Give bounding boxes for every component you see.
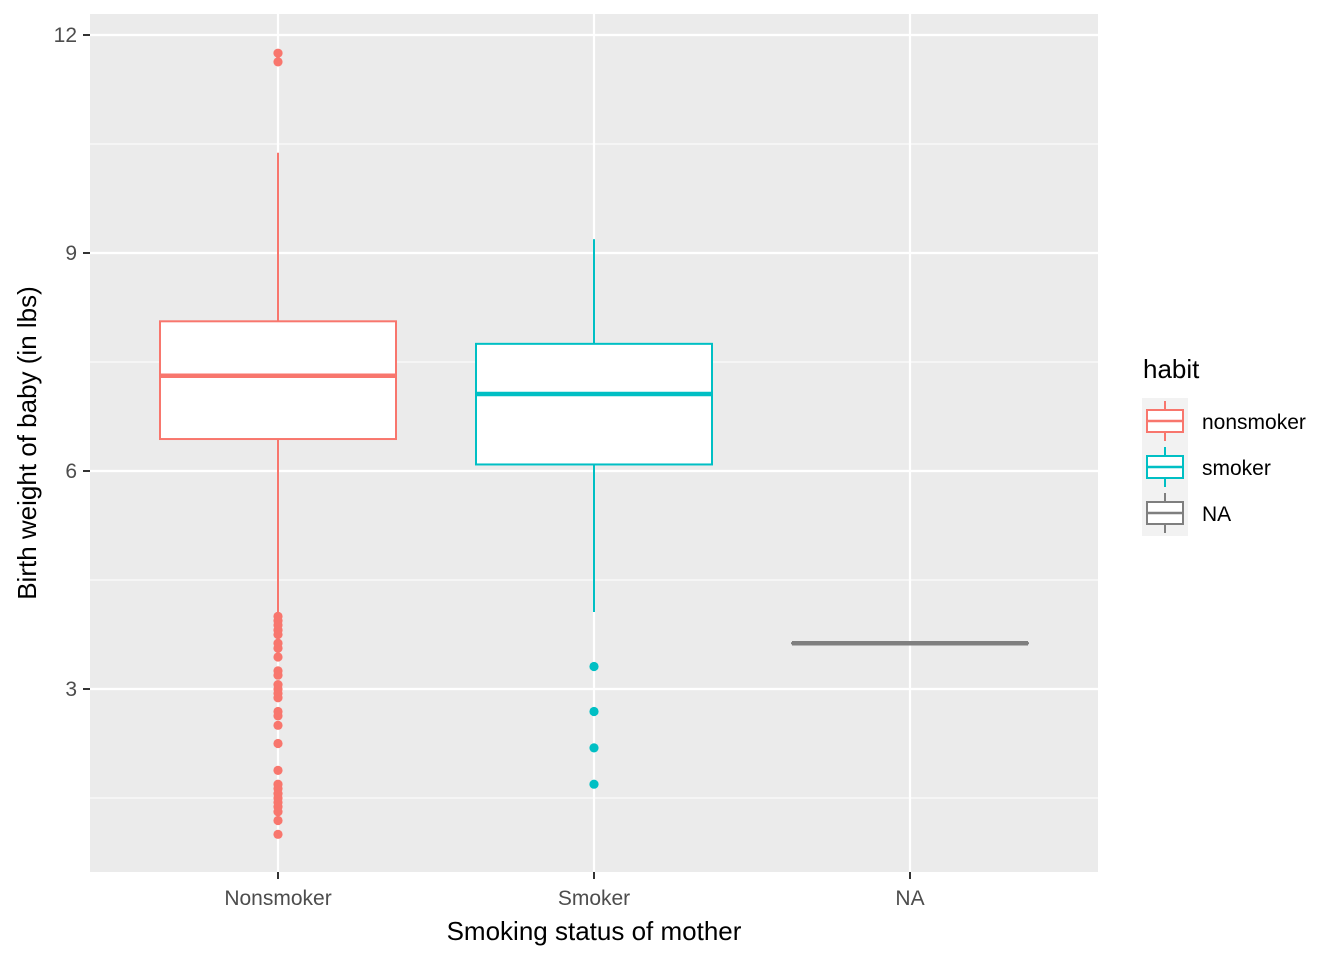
x-axis: Nonsmoker Smoker NA bbox=[224, 872, 925, 910]
boxes-layer bbox=[159, 48, 1029, 839]
smoker-outlier-point bbox=[589, 743, 599, 753]
nonsmoker-outlier-point bbox=[273, 652, 283, 662]
nonsmoker-outlier-point bbox=[273, 711, 283, 721]
y-tick-label: 9 bbox=[65, 242, 77, 265]
y-tick-label: 12 bbox=[54, 24, 77, 47]
box-nonsmoker bbox=[159, 48, 397, 839]
smoker-outlier-point bbox=[589, 779, 599, 789]
x-tick-label: NA bbox=[895, 887, 924, 910]
smoker-iqr-box bbox=[475, 342, 713, 466]
x-tick-label: Smoker bbox=[558, 887, 630, 910]
legend-title: habit bbox=[1143, 354, 1200, 384]
legend-entries: nonsmoker smoker NA bbox=[1146, 401, 1306, 533]
legend: habit nonsmoker smoker NA bbox=[1142, 354, 1306, 536]
legend-label: smoker bbox=[1202, 457, 1271, 480]
nonsmoker-outlier-point bbox=[273, 629, 283, 640]
legend-label: NA bbox=[1202, 503, 1231, 526]
nonsmoker-outlier-point bbox=[273, 815, 283, 826]
y-axis-title: Birth weight of baby (in lbs) bbox=[12, 286, 42, 600]
nonsmoker-outlier-point bbox=[273, 738, 283, 749]
nonsmoker-outlier-point bbox=[273, 693, 283, 703]
y-tick-label: 3 bbox=[65, 678, 77, 701]
nonsmoker-outlier-point bbox=[273, 643, 283, 653]
nonsmoker-outlier-point bbox=[273, 57, 283, 67]
box-smoker bbox=[475, 239, 713, 789]
smoker-outlier-point bbox=[589, 706, 599, 717]
nonsmoker-iqr-box bbox=[159, 320, 397, 441]
nonsmoker-outlier-point bbox=[273, 670, 283, 680]
x-tick-label: Nonsmoker bbox=[224, 887, 331, 910]
nonsmoker-outlier-point bbox=[273, 829, 283, 839]
legend-label: nonsmoker bbox=[1202, 411, 1306, 434]
legend-entry-nonsmoker: nonsmoker bbox=[1146, 401, 1306, 441]
smoker-outlier-point bbox=[589, 661, 599, 672]
legend-entry-smoker: smoker bbox=[1146, 447, 1271, 487]
y-tick-label: 6 bbox=[65, 460, 77, 483]
x-axis-title: Smoking status of mother bbox=[447, 916, 742, 946]
y-axis: 3 6 9 12 bbox=[54, 24, 90, 701]
legend-entry-NA: NA bbox=[1146, 493, 1231, 533]
nonsmoker-outlier-point bbox=[273, 807, 283, 817]
nonsmoker-outlier-point bbox=[273, 765, 283, 775]
nonsmoker-outlier-point bbox=[273, 720, 283, 730]
nonsmoker-outlier-point bbox=[273, 48, 283, 58]
